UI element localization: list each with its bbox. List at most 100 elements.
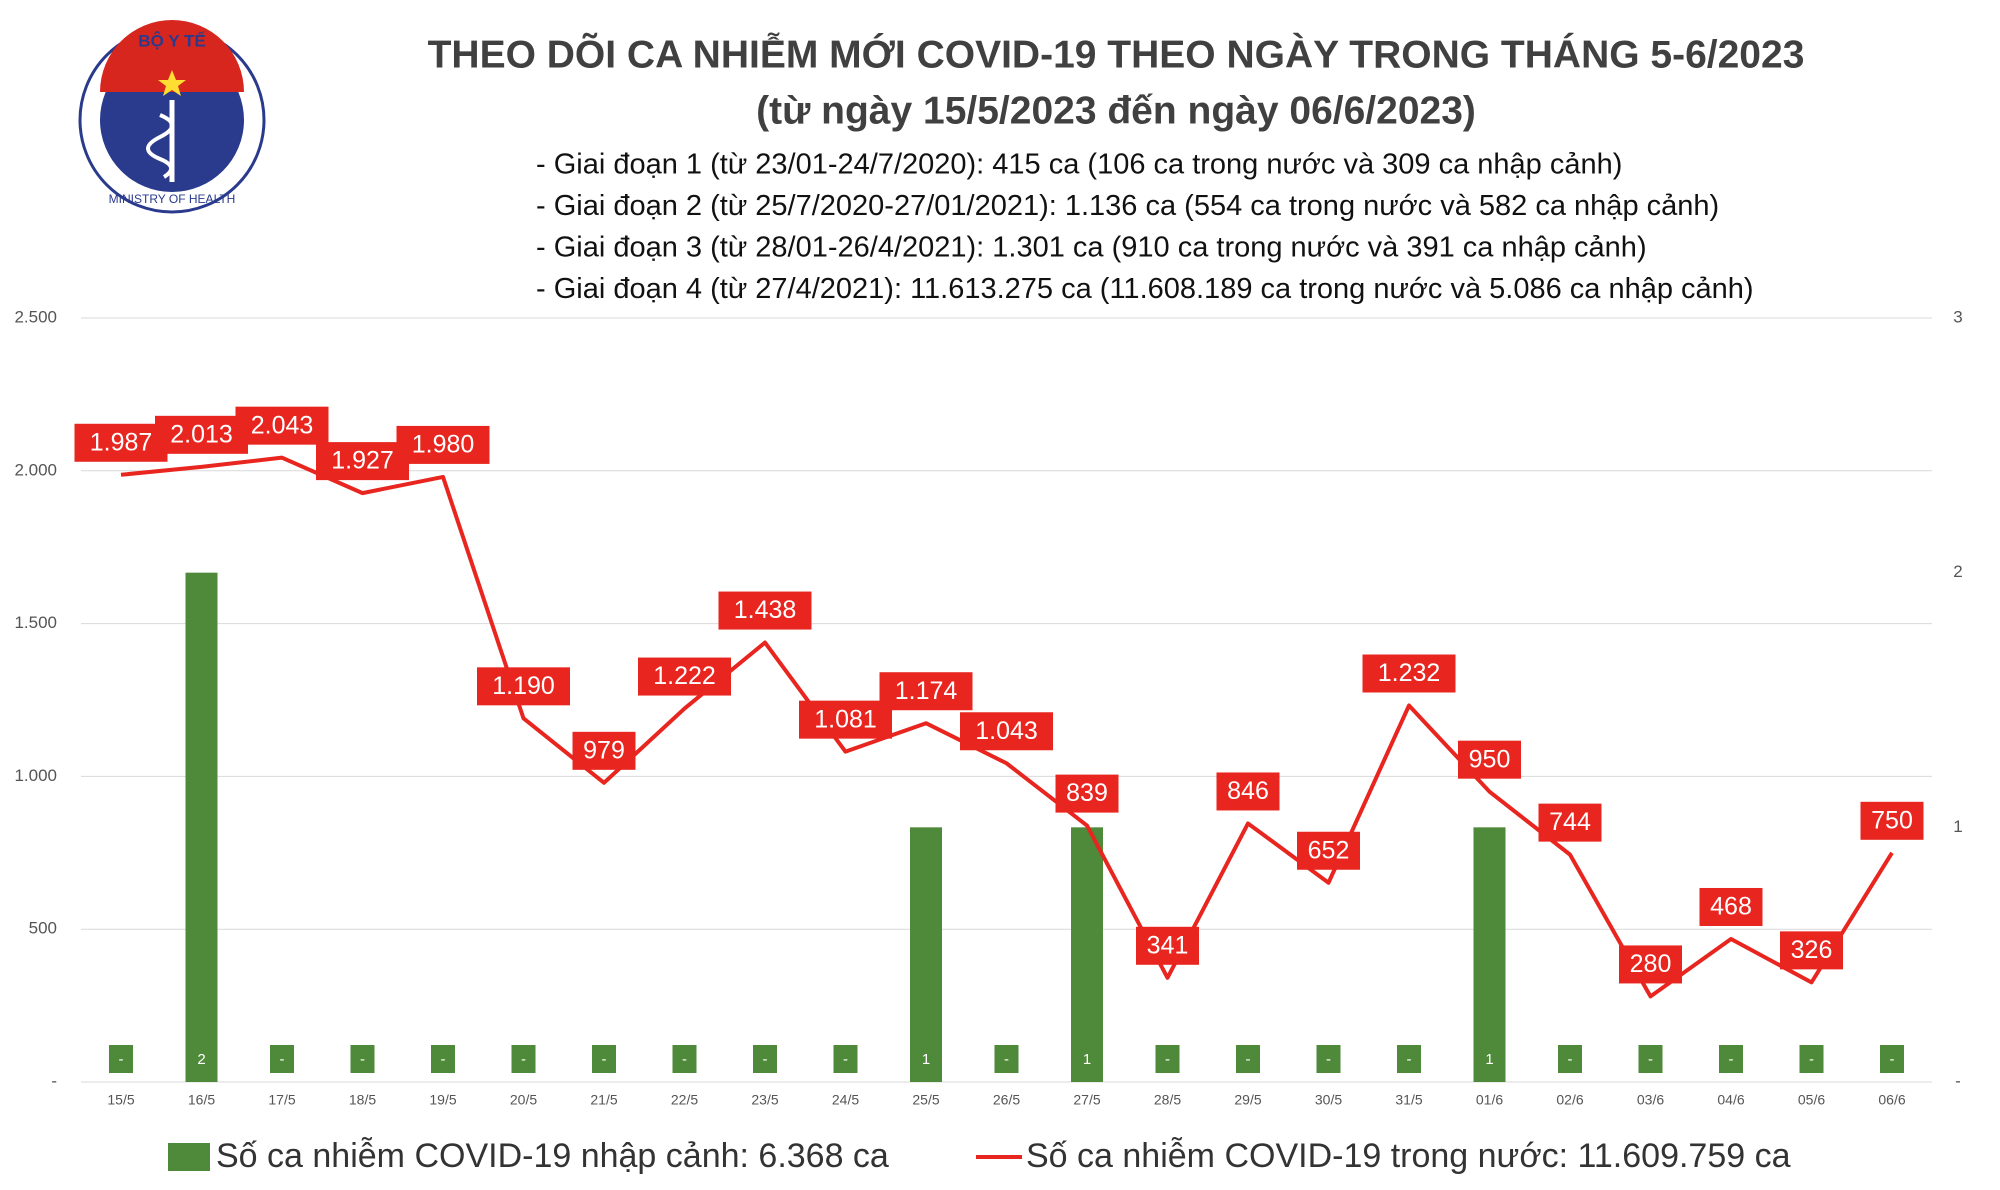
- x-tick-label: 04/6: [1717, 1092, 1744, 1108]
- data-label-box: [718, 591, 812, 630]
- data-label: 341: [1147, 931, 1189, 959]
- data-label: 1.222: [653, 662, 716, 690]
- x-tick-label: 06/6: [1878, 1092, 1905, 1108]
- x-tick-label: 21/5: [590, 1092, 617, 1108]
- data-label: 744: [1549, 808, 1591, 836]
- bar-label-box: [431, 1045, 455, 1073]
- y2-tick-label: -: [1955, 1071, 1961, 1090]
- annotation: - Giai đoạn 4 (từ 27/4/2021): 11.613.275…: [536, 273, 1754, 305]
- bar-label-box: [994, 1045, 1019, 1073]
- bar-value-label: -: [843, 1051, 848, 1068]
- bar-value-label: -: [1809, 1051, 1814, 1068]
- chart-subtitle: (từ ngày 15/5/2023 đến ngày 06/6/2023): [756, 89, 1476, 132]
- bar-label-box: [109, 1045, 133, 1073]
- bar-label-box: [1880, 1045, 1904, 1073]
- y-tick-label: 1.500: [14, 613, 57, 632]
- data-label: 326: [1791, 936, 1833, 964]
- bar-value-label: -: [521, 1051, 526, 1068]
- legend-label: Số ca nhiễm COVID-19 trong nước: 11.609.…: [1026, 1137, 1791, 1175]
- bar-value-label: -: [1246, 1051, 1251, 1068]
- data-label: 839: [1066, 779, 1108, 807]
- x-tick-label: 29/5: [1234, 1092, 1261, 1108]
- data-label-box: [799, 700, 892, 739]
- data-label-box: [477, 667, 570, 706]
- data-label: 1.438: [734, 596, 797, 624]
- data-label: 750: [1871, 806, 1913, 834]
- bar-value-label: -: [1004, 1051, 1009, 1068]
- line: [120, 455, 1894, 999]
- data-label-box: [1136, 926, 1199, 965]
- bar-label-box: [1799, 1045, 1824, 1073]
- x-tick-label: 02/6: [1556, 1092, 1583, 1108]
- data-label: 2.013: [170, 420, 233, 448]
- x-tick-label: 03/6: [1637, 1092, 1664, 1108]
- x-tick-label: 30/5: [1315, 1092, 1342, 1108]
- logo-top-text: BỘ Y TẾ: [138, 31, 205, 50]
- bar-value-label: -: [1407, 1051, 1412, 1068]
- data-label-box: [1860, 801, 1924, 840]
- bar-label-box: [1638, 1045, 1663, 1073]
- data-label: 1.174: [895, 677, 958, 705]
- y2-tick-label: 1: [1953, 817, 1962, 836]
- x-tick-label: 23/5: [751, 1092, 778, 1108]
- x-tick-label: 28/5: [1154, 1092, 1181, 1108]
- bar-value-label: -: [1729, 1051, 1734, 1068]
- y2-tick-label: 3: [1953, 307, 1962, 326]
- data-label-box: [960, 712, 1053, 751]
- data-label-box: [638, 657, 731, 696]
- bar-label-box: [672, 1045, 697, 1073]
- bar: [910, 827, 942, 1082]
- data-label-box: [396, 425, 490, 464]
- data-label-box: [1458, 740, 1521, 779]
- bar-value-label: -: [1568, 1051, 1573, 1068]
- x-tick-label: 18/5: [349, 1092, 376, 1108]
- bar: [1071, 827, 1103, 1082]
- data-label: 846: [1227, 777, 1269, 805]
- bar-value-label: 1: [1485, 1051, 1493, 1068]
- data-label: 280: [1630, 950, 1672, 978]
- bar-label-box: [1558, 1045, 1582, 1073]
- y-tick-label: 2.500: [14, 307, 57, 326]
- bar-value-label: -: [280, 1051, 285, 1068]
- annotation: - Giai đoạn 2 (từ 25/7/2020-27/01/2021):…: [536, 190, 1719, 222]
- data-label-box: [1619, 945, 1682, 984]
- logo-bottom-text: MINISTRY OF HEALTH: [109, 192, 236, 206]
- bar-label-box: [270, 1045, 294, 1073]
- x-tick-label: 22/5: [671, 1092, 698, 1108]
- data-label-box: [1216, 772, 1280, 811]
- x-tick-label: 26/5: [993, 1092, 1020, 1108]
- bar-label-box: [511, 1045, 536, 1073]
- bar-value-label: -: [1890, 1051, 1895, 1068]
- bar: [185, 572, 218, 1082]
- x-tick-label: 15/5: [107, 1092, 134, 1108]
- data-label-box: [316, 442, 409, 481]
- data-label: 979: [583, 736, 625, 764]
- bar-value-label: -: [602, 1051, 607, 1068]
- x-tick-label: 31/5: [1395, 1092, 1422, 1108]
- chart-title: THEO DÕI CA NHIỄM MỚI COVID-19 THEO NGÀY…: [428, 32, 1805, 76]
- y-tick-label: 2.000: [14, 460, 57, 479]
- y-tick-label: -: [51, 1071, 57, 1090]
- legend-swatch: [168, 1143, 210, 1171]
- x-tick-label: 17/5: [268, 1092, 295, 1108]
- data-label-box: [879, 672, 973, 711]
- x-tick-label: 24/5: [832, 1092, 859, 1108]
- data-label-box: [1055, 774, 1119, 813]
- x-tick-label: 19/5: [429, 1092, 456, 1108]
- annotation: - Giai đoạn 1 (từ 23/01-24/7/2020): 415 …: [536, 149, 1622, 181]
- data-label-box: [1362, 654, 1456, 693]
- data-label-box: [1699, 887, 1763, 926]
- bar-label-box: [189, 1045, 214, 1073]
- bar-value-label: -: [1326, 1051, 1331, 1068]
- bar-value-label: 2: [197, 1051, 205, 1068]
- bar-label-box: [1236, 1045, 1260, 1073]
- bar-label-box: [914, 1045, 938, 1073]
- y-tick-label: 1.000: [14, 766, 57, 785]
- bar-label-box: [1397, 1045, 1421, 1073]
- bar-value-label: 1: [922, 1051, 930, 1068]
- bar-value-label: -: [763, 1051, 768, 1068]
- bar-value-label: -: [1648, 1051, 1653, 1068]
- bar-label-box: [350, 1045, 375, 1073]
- bar-label-box: [1155, 1045, 1180, 1073]
